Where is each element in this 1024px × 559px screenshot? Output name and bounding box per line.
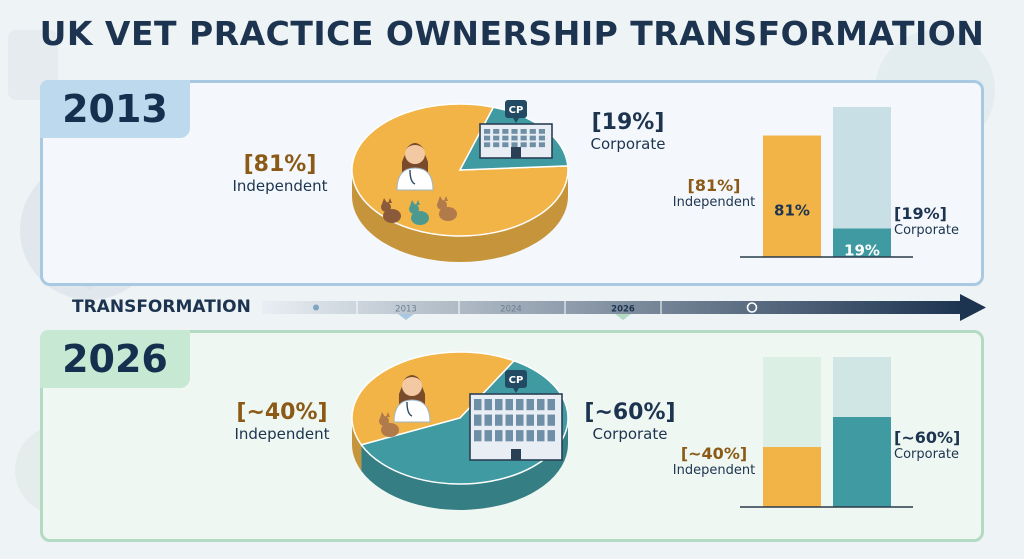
pet-cat-icon [379,412,399,437]
corporate-building-icon-badge: CP [505,100,527,123]
bar-2013-corporate-text: Corporate [894,223,959,238]
bar-2026-independent-pct: [~40%] [680,444,748,463]
pet-dog-2-icon [437,196,457,221]
bar-chart-2026 [740,357,913,508]
corporate-building-icon-badge: CP [505,370,527,393]
timeline-start-dot [313,304,319,311]
bar-2026-corporate-text: Corporate [894,447,959,462]
bar-2013-corporate-pct: [19%] [894,204,947,223]
bar-2013-independent-text: Independent [672,195,756,210]
bar-value-corporate: 19% [844,242,880,260]
pie-2026-corporate-text: Corporate [592,425,668,443]
timeline-arrow: 2013 2024 2026 [262,294,986,321]
year-tab-2026: 2026 [40,330,190,388]
bar-2013-independent-pct: [81%] [687,176,741,195]
bar-value-independent: 81% [774,202,810,220]
pie-2026-corporate-pct: [~60%] [584,400,676,425]
timeline-tick-2013: 2013 [395,305,417,315]
pie-side-independent-0 [352,170,568,262]
pie-2026-independent-pct: [~40%] [236,400,328,425]
bar-independent [763,447,821,507]
pie-side-corporate-0 [361,418,568,510]
corporate-building-icon: CP [469,370,563,461]
bar-2013-independent-label: [81%] Independent [668,176,760,210]
pie-2013-independent-label: [81%] Independent [220,152,340,195]
bar-corporate [833,417,891,507]
vet-person-icon [396,143,434,191]
pie-2026-independent-label: [~40%] Independent [222,400,342,443]
pie-2013-corporate-pct: [19%] [591,110,665,135]
pie-side-independent-0 [352,418,362,471]
pie-chart-2026: CP [351,351,569,510]
bar-2026-corporate-pct: [~60%] [894,428,961,447]
page-title: UK VET PRACTICE OWNERSHIP TRANSFORMATION [39,14,985,53]
corporate-building-icon-badge-text: CP [509,105,524,116]
pie-2026-corporate-label: [~60%] Corporate [582,400,678,443]
corporate-building-icon: CP [479,100,553,159]
vet-person-icon [393,375,431,423]
timeline-label: TRANSFORMATION [72,297,251,317]
timeline-tick-2024: 2024 [500,305,522,315]
bar-chart-2013: 81% 19% [740,107,913,260]
pie-2013-corporate-text: Corporate [590,135,666,153]
bar-independent [763,135,821,257]
timeline-marker-2026 [615,314,631,320]
pet-dog-icon [381,198,401,223]
timeline-end-dot [746,302,758,313]
pie-2026-independent-text: Independent [234,425,330,443]
bar-2013-corporate-label: [19%] Corporate [894,204,970,238]
corporate-building-icon-badge-text: CP [509,375,524,386]
bar-2026-independent-label: [~40%] Independent [668,444,760,478]
pie-chart-2013: CP [351,100,569,262]
bar-2026-corporate-label: [~60%] Corporate [894,428,970,462]
pie-2013-independent-pct: [81%] [243,152,317,177]
timeline-bar [262,301,962,314]
timeline-arrowhead [960,294,986,321]
year-tab-2013: 2013 [40,80,190,138]
pie-2013-independent-text: Independent [232,177,328,195]
bar-2026-independent-text: Independent [672,463,756,478]
pet-cat-icon [409,200,429,225]
timeline-tick-2026: 2026 [611,305,635,315]
pie-2013-corporate-label: [19%] Corporate [582,110,674,153]
timeline-marker-2013 [398,314,414,320]
pie-slice-independent [351,351,516,446]
bar-corporate [833,228,891,257]
